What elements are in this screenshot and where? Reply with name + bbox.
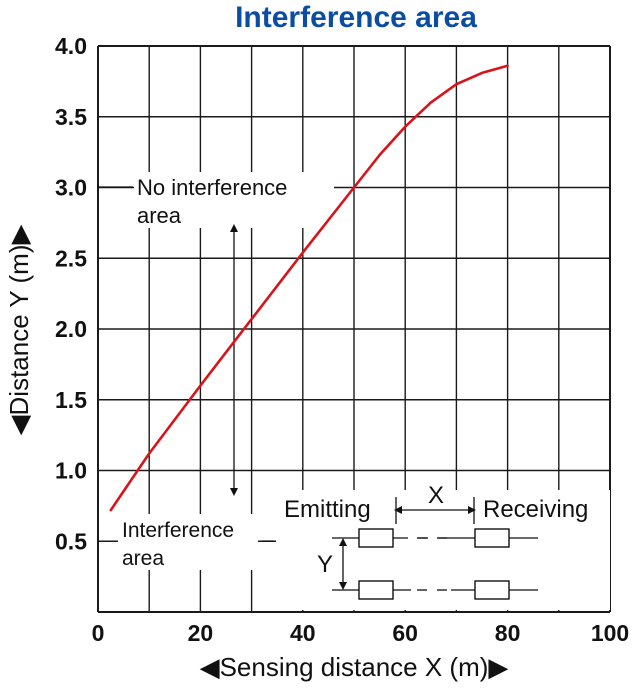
x-tick-label: 60 (392, 620, 418, 646)
series-group (109, 64, 509, 512)
x-tick-label: 20 (188, 620, 214, 646)
interference-label-line1: Interference (122, 519, 234, 542)
y-tick-label: 3.5 (55, 104, 87, 130)
beam-gap-bottom (411, 586, 451, 594)
receiving-label: Receiving (483, 496, 588, 523)
no-interference-label-bg (134, 172, 334, 228)
x-tick-label: 80 (495, 620, 521, 646)
emitter-top-icon (358, 528, 394, 548)
y-tick-label: 2.5 (55, 245, 87, 271)
no-interference-label-line2: area (137, 203, 182, 228)
y-axis-arrow-left-icon: ◀ (4, 415, 34, 435)
y-tick-label: 3.0 (55, 175, 87, 201)
y-tick-label: 2.0 (55, 316, 87, 342)
y-tick-label: 4.0 (55, 33, 87, 59)
x-axis-arrow-right-icon: ▶ (488, 652, 508, 682)
interference-label-bg (118, 514, 258, 570)
x-axis-label-text: Sensing distance X (m) (220, 652, 489, 682)
x-axis-label: ◀Sensing distance X (m)▶ (200, 652, 509, 682)
sensor-inset-diagram: Emitting Receiving X Y (276, 482, 610, 610)
y-axis-label: ◀Distance Y (m)▶ (4, 225, 34, 436)
emitting-label: Emitting (284, 496, 371, 523)
y-tick-label: 1.5 (55, 387, 87, 413)
y-distance-label: Y (317, 551, 333, 578)
series-line (109, 64, 509, 512)
receiver-bottom-icon (474, 580, 510, 600)
x-tick-label: 40 (290, 620, 316, 646)
y-axis-arrow-right-icon: ▶ (4, 225, 34, 245)
emitter-bottom-icon (358, 580, 394, 600)
interference-label-line2: area (122, 547, 164, 570)
x-distance-label: X (428, 482, 444, 509)
y-tick-label: 0.5 (55, 528, 87, 554)
x-tick-label: 0 (92, 620, 105, 646)
receiver-top-icon (474, 528, 510, 548)
x-axis-arrow-left-icon: ◀ (200, 652, 220, 682)
y-tick-labels: 0.5 1.0 1.5 2.0 2.5 3.0 3.5 4.0 (55, 33, 87, 554)
y-tick-label: 1.0 (55, 458, 87, 484)
chart-title: Interference area (235, 1, 477, 34)
x-tick-labels: 0 20 40 60 80 100 (92, 620, 630, 646)
no-interference-label-line1: No interference (137, 175, 287, 200)
y-axis-label-text: Distance Y (m) (4, 245, 34, 416)
x-tick-label: 100 (591, 620, 629, 646)
